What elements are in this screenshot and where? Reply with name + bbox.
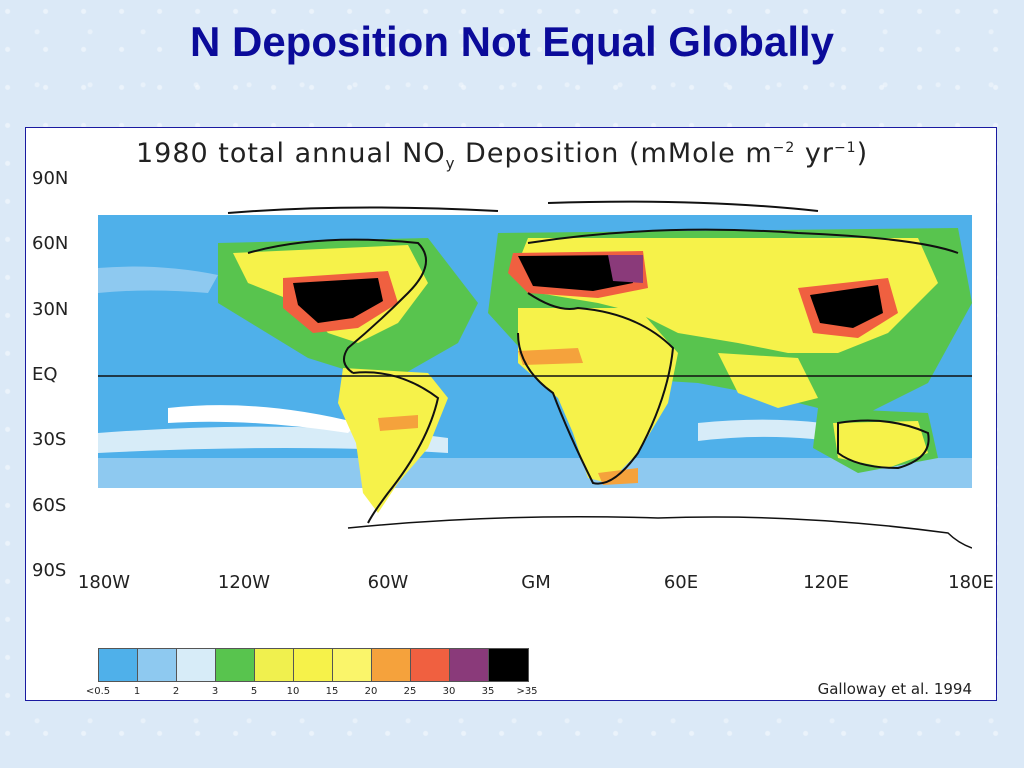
north-america-black-hotspot <box>293 278 383 323</box>
eurasia-africa-coastline <box>517 228 959 485</box>
legend-swatch-7 <box>372 649 411 681</box>
lon-label-60e: 60E <box>663 572 699 593</box>
legend-tick: 15 <box>325 686 339 697</box>
map-title: 1980 total annual NOy Deposition (mMole … <box>136 138 869 173</box>
europe-purple <box>608 255 643 283</box>
legend-swatch-0 <box>99 649 138 681</box>
europe-black-hotspot <box>518 255 633 291</box>
ocean-white-patch <box>168 405 358 433</box>
legend-tick: <0.5 <box>85 686 111 697</box>
lat-label-30s: 30S <box>32 429 67 450</box>
legend-tick: 3 <box>211 686 219 697</box>
lat-label-60s: 60S <box>32 495 67 516</box>
legend-tick: 5 <box>250 686 258 697</box>
lat-label-90n: 90N <box>32 168 69 189</box>
deposition-map <box>98 183 972 568</box>
arctic-coastline <box>227 200 819 214</box>
west-africa-orange <box>518 348 583 365</box>
australia-coastline <box>837 419 930 470</box>
legend-tick: >35 <box>516 686 538 697</box>
antarctica-coastline <box>347 516 972 549</box>
lat-label-30n: 30N <box>32 299 69 320</box>
legend-swatch-8 <box>411 649 450 681</box>
brazil-orange <box>378 415 418 431</box>
lat-label-60n: 60N <box>32 233 69 254</box>
south-asia-yellow <box>718 353 818 408</box>
legend-swatch-5 <box>294 649 333 681</box>
legend-swatch-1 <box>138 649 177 681</box>
slide-title: N Deposition Not Equal Globally <box>189 18 835 65</box>
legend-swatch-3 <box>216 649 255 681</box>
australia-yellow <box>833 421 928 468</box>
figure-panel: 1980 total annual NOy Deposition (mMole … <box>25 127 997 701</box>
legend-swatch-6 <box>333 649 372 681</box>
legend-tick: 25 <box>403 686 417 697</box>
south-america-yellow <box>338 368 448 513</box>
legend-swatch-10 <box>489 649 528 681</box>
lon-label-180e: 180E <box>948 572 994 593</box>
legend-swatch-2 <box>177 649 216 681</box>
lon-label-120w: 120W <box>217 572 271 593</box>
legend-tick: 30 <box>442 686 456 697</box>
lon-label-120e: 120E <box>803 572 849 593</box>
legend-swatch-4 <box>255 649 294 681</box>
legend-tick: 35 <box>481 686 495 697</box>
east-asia-black-hotspot <box>810 285 883 328</box>
legend-tick: 1 <box>133 686 141 697</box>
legend-swatch-9 <box>450 649 489 681</box>
legend-tick: 2 <box>172 686 180 697</box>
lat-label-90s: 90S <box>32 560 67 581</box>
legend-tick: 20 <box>364 686 378 697</box>
lon-label-gm: GM <box>521 572 551 593</box>
citation: Galloway et al. 1994 <box>817 680 972 698</box>
legend-tick: 10 <box>286 686 300 697</box>
legend-color-bar <box>98 648 529 682</box>
ocean-mid-patch <box>98 266 218 293</box>
lon-label-60w: 60W <box>367 572 409 593</box>
lat-label-eq: EQ <box>32 364 58 385</box>
lon-label-180w: 180W <box>77 572 131 593</box>
southern-ocean-band <box>98 458 972 488</box>
